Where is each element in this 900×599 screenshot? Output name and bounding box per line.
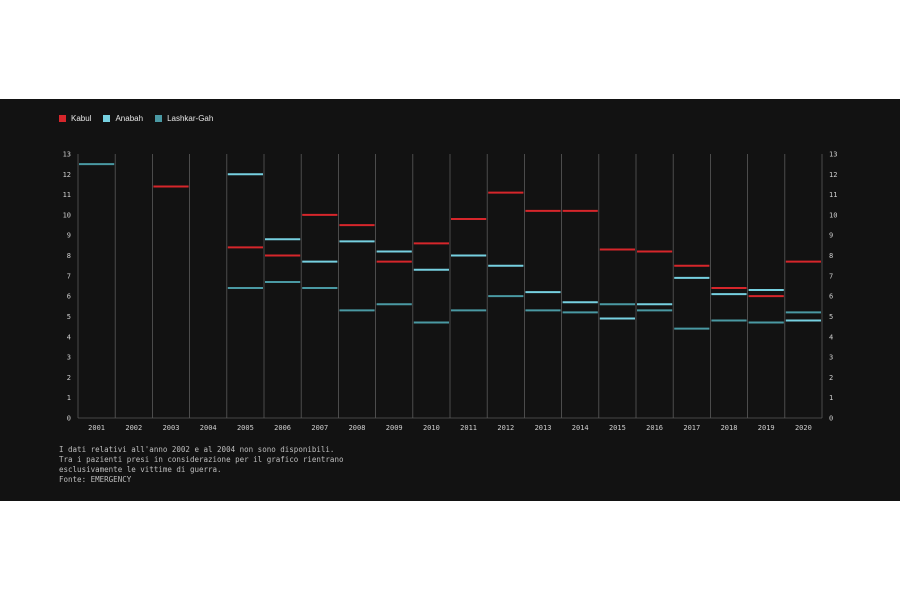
y-tick-label-left: 8 bbox=[67, 252, 71, 260]
legend-item-lashkar-gah: Lashkar-Gah bbox=[155, 114, 213, 123]
x-tick-label: 2011 bbox=[460, 424, 477, 432]
x-tick-label: 2010 bbox=[423, 424, 440, 432]
legend-swatch-kabul bbox=[59, 115, 66, 122]
y-tick-label-right: 6 bbox=[829, 293, 833, 301]
x-tick-label: 2012 bbox=[497, 424, 514, 432]
x-tick-label: 2006 bbox=[274, 424, 291, 432]
y-tick-label-left: 12 bbox=[63, 171, 71, 179]
legend: Kabul Anabah Lashkar-Gah bbox=[59, 114, 213, 123]
legend-swatch-lashkar-gah bbox=[155, 115, 163, 122]
y-tick-label-left: 1 bbox=[67, 394, 71, 402]
note-line-1: I dati relativi all'anno 2002 e al 2004 … bbox=[59, 445, 335, 454]
y-tick-label-left: 0 bbox=[67, 415, 71, 423]
legend-label-anabah: Anabah bbox=[115, 114, 144, 123]
y-tick-label-right: 11 bbox=[829, 191, 837, 199]
note-source: Fonte: EMERGENCY bbox=[59, 475, 132, 484]
x-tick-label: 2016 bbox=[646, 424, 663, 432]
x-tick-label: 2009 bbox=[386, 424, 403, 432]
footnotes: I dati relativi all'anno 2002 e al 2004 … bbox=[59, 445, 343, 485]
legend-swatch-anabah bbox=[103, 115, 111, 122]
y-tick-label-right: 0 bbox=[829, 415, 833, 423]
y-tick-label-right: 8 bbox=[829, 252, 833, 260]
x-tick-label: 2003 bbox=[163, 424, 180, 432]
y-tick-label-right: 1 bbox=[829, 394, 833, 402]
y-tick-label-left: 13 bbox=[63, 151, 71, 159]
x-tick-label: 2007 bbox=[311, 424, 328, 432]
y-tick-label-left: 2 bbox=[67, 374, 71, 382]
legend-item-kabul: Kabul bbox=[59, 114, 91, 123]
legend-label-lashkar-gah: Lashkar-Gah bbox=[167, 114, 214, 123]
x-tick-label: 2013 bbox=[535, 424, 552, 432]
x-tick-label: 2014 bbox=[572, 424, 589, 432]
y-tick-label-right: 2 bbox=[829, 374, 833, 382]
note-line-3: esclusivamente le vittime di guerra. bbox=[59, 465, 222, 474]
y-tick-label-left: 4 bbox=[67, 333, 71, 341]
y-tick-label-right: 12 bbox=[829, 171, 837, 179]
y-tick-label-right: 13 bbox=[829, 151, 837, 159]
y-tick-label-right: 10 bbox=[829, 211, 837, 219]
x-tick-label: 2001 bbox=[88, 424, 105, 432]
y-tick-label-right: 7 bbox=[829, 272, 833, 280]
y-tick-label-right: 9 bbox=[829, 232, 833, 240]
x-tick-label: 2015 bbox=[609, 424, 626, 432]
x-tick-label: 2002 bbox=[125, 424, 142, 432]
y-tick-label-left: 10 bbox=[63, 211, 71, 219]
note-line-2: Tra i pazienti presi in considerazione p… bbox=[59, 455, 344, 464]
x-tick-label: 2019 bbox=[758, 424, 775, 432]
x-tick-label: 2005 bbox=[237, 424, 254, 432]
y-tick-label-right: 5 bbox=[829, 313, 833, 321]
x-tick-label: 2008 bbox=[349, 424, 366, 432]
y-tick-label-left: 9 bbox=[67, 232, 71, 240]
x-tick-label: 2020 bbox=[795, 424, 812, 432]
y-tick-label-right: 3 bbox=[829, 354, 833, 362]
x-tick-label: 2018 bbox=[721, 424, 738, 432]
legend-item-anabah: Anabah bbox=[103, 114, 143, 123]
y-tick-label-left: 3 bbox=[67, 354, 71, 362]
x-tick-label: 2004 bbox=[200, 424, 217, 432]
legend-label-kabul: Kabul bbox=[71, 114, 92, 123]
y-tick-label-left: 5 bbox=[67, 313, 71, 321]
x-tick-label: 2017 bbox=[683, 424, 700, 432]
y-tick-label-left: 6 bbox=[67, 293, 71, 301]
y-tick-label-left: 7 bbox=[67, 272, 71, 280]
y-tick-label-right: 4 bbox=[829, 333, 833, 341]
y-tick-label-left: 11 bbox=[63, 191, 71, 199]
